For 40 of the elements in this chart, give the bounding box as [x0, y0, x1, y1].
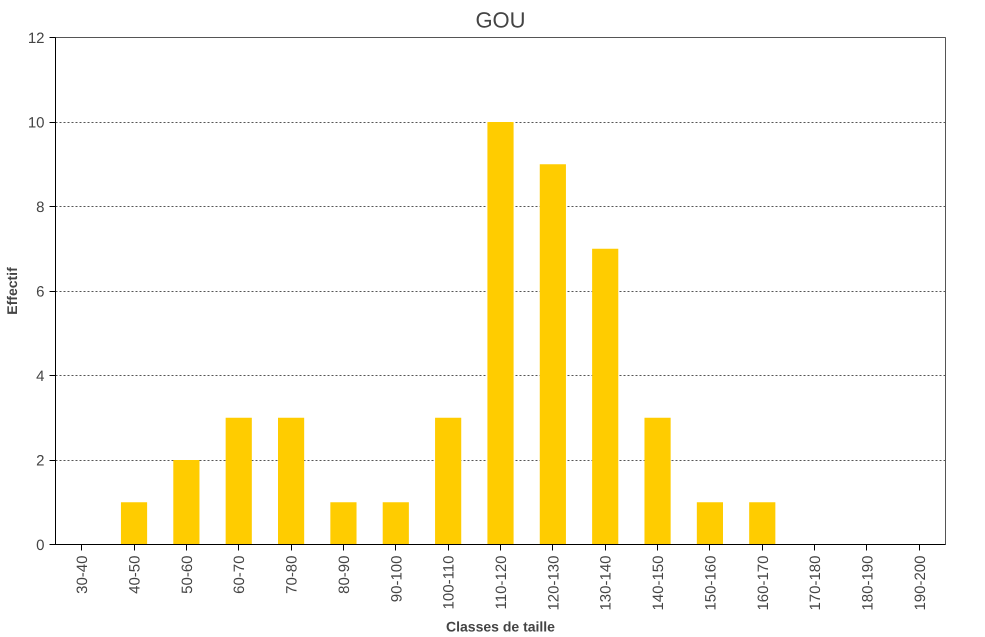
x-tick-label: 130-140 — [598, 555, 615, 611]
y-tick-label: 10 — [28, 114, 45, 132]
x-tick-label: 30-40 — [74, 555, 92, 594]
y-tick-label: 6 — [36, 284, 44, 300]
y-axis-title: Effectif — [4, 266, 20, 315]
x-tick-label: 50-60 — [178, 555, 196, 594]
x-tick-label: 110-120 — [493, 556, 510, 610]
x-tick-label: 190-200 — [912, 555, 929, 611]
x-tick-label: 90-100 — [388, 555, 406, 602]
x-tick-label: 60-70 — [231, 555, 248, 594]
bar — [696, 502, 723, 544]
bar — [540, 164, 566, 544]
x-tick-label: 70-80 — [284, 555, 301, 594]
bar — [749, 502, 776, 544]
x-tick-label: 100-110 — [440, 556, 458, 610]
x-tick-label: 40-50 — [126, 555, 144, 594]
x-tick-label: 170-180 — [807, 555, 824, 611]
y-tick-label: 8 — [36, 199, 44, 216]
bar — [382, 502, 409, 544]
x-axis-title: Classes de taille — [446, 618, 556, 635]
x-tick-label: 160-170 — [754, 555, 772, 611]
y-tick-label: 4 — [36, 368, 44, 385]
x-tick-label: 120-130 — [545, 555, 562, 611]
chart-title: GOU — [475, 8, 526, 32]
bar — [120, 502, 148, 544]
bar — [278, 418, 304, 544]
bar — [592, 248, 618, 544]
bar — [435, 418, 462, 544]
y-tick-label: 2 — [36, 452, 44, 470]
bar — [644, 418, 671, 544]
x-tick-label: 180-190 — [859, 555, 876, 611]
y-tick-label: 0 — [36, 537, 44, 554]
bar — [173, 460, 200, 544]
x-tick-label: 140-150 — [650, 555, 668, 611]
x-tick-label: 80-90 — [336, 555, 353, 594]
x-tick-label: 150-160 — [702, 555, 720, 611]
bar — [226, 418, 252, 544]
bar — [330, 502, 357, 544]
y-tick-label: 12 — [28, 30, 45, 47]
bar — [487, 122, 514, 544]
